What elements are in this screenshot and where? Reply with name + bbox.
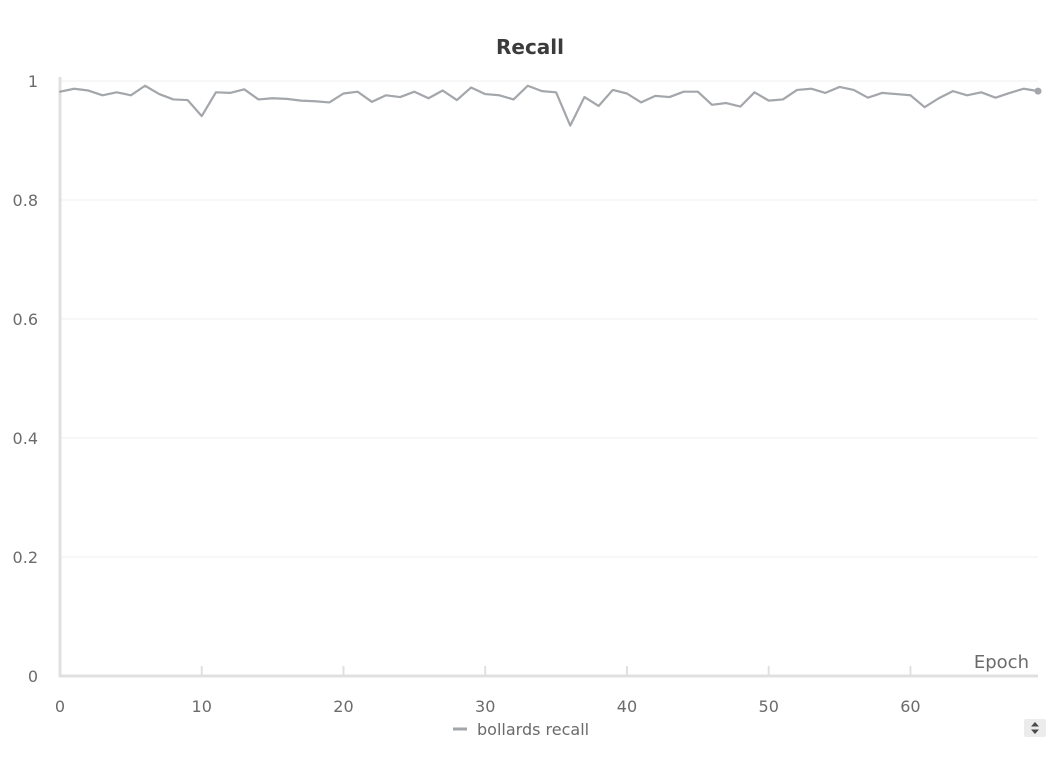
x-tick-label: 0 (55, 697, 65, 716)
x-tick-label: 10 (192, 697, 212, 716)
x-axis-title: Epoch (974, 652, 1029, 673)
y-tick-label: 0.8 (13, 191, 38, 210)
x-tick-label: 40 (617, 697, 637, 716)
series-line-bollards-recall[interactable] (58, 84, 1040, 127)
y-tick-label: 0 (28, 667, 38, 686)
chart-title: Recall (496, 35, 564, 59)
y-axis-ticks: 0 0.2 0.4 0.6 0.8 1 (13, 72, 38, 686)
legend[interactable]: bollards recall (453, 720, 589, 739)
series-last-point[interactable] (1034, 87, 1042, 95)
x-axis-ticks: 0 10 20 30 40 50 60 (55, 666, 921, 716)
up-down-chevron-icon (1031, 722, 1039, 734)
x-tick-label: 50 (759, 697, 779, 716)
y-tick-label: 0.6 (13, 310, 38, 329)
grid-lines (60, 80, 1038, 558)
y-tick-label: 0.2 (13, 548, 38, 567)
axes (58, 77, 1038, 678)
x-tick-label: 20 (333, 697, 353, 716)
legend-label-bollards-recall[interactable]: bollards recall (477, 720, 589, 739)
x-tick-label: 60 (900, 697, 920, 716)
y-tick-label: 1 (28, 72, 38, 91)
y-tick-label: 0.4 (13, 429, 38, 448)
series-layer[interactable] (58, 84, 1042, 127)
x-tick-label: 30 (475, 697, 495, 716)
zoom-toggle-button[interactable] (1024, 719, 1046, 737)
